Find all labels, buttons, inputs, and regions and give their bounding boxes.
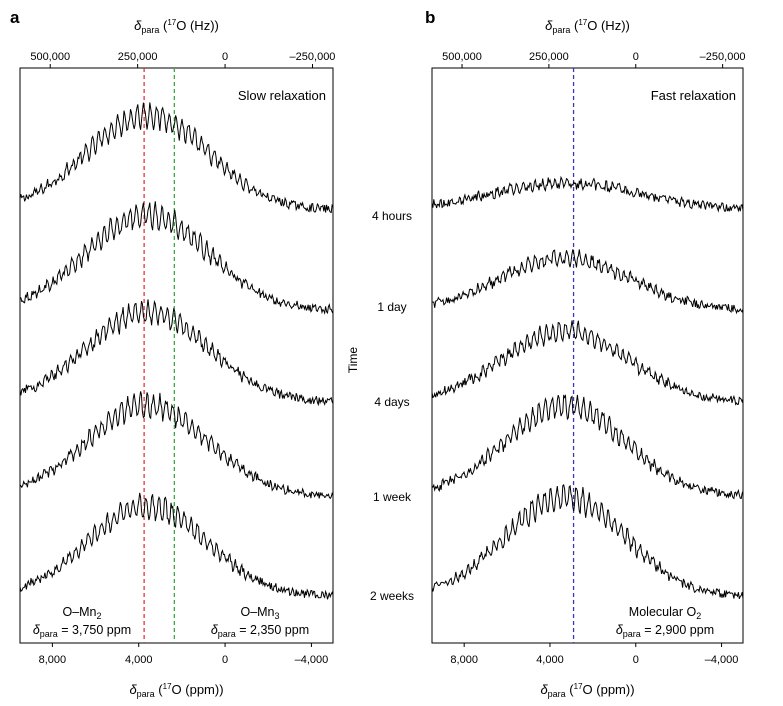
top-tick-label: –250,000 <box>700 51 746 63</box>
reference-value: δpara = 2,350 ppm <box>211 623 309 639</box>
bottom-tick-label: –4,000 <box>295 654 329 666</box>
spectrum-4-days <box>19 299 334 407</box>
top-tick-label: 500,000 <box>442 51 482 63</box>
time-label: 4 hours <box>372 209 412 223</box>
panel-b: b 8,000 4,000 0 –4,000 500,000 250,000 0 –250,00… <box>425 8 746 666</box>
bottom-axis-label: δpara (17O (ppm)) <box>129 682 223 699</box>
panel-title: Fast relaxation <box>651 88 736 103</box>
top-axis-label: δpara (17O (Hz)) <box>545 18 630 35</box>
time-label: 2 weeks <box>370 589 414 603</box>
time-axis-label: Time <box>346 347 360 374</box>
top-tick-label: –250,000 <box>290 51 336 63</box>
spectrum-1-week <box>19 391 334 500</box>
bottom-tick-label: 4,000 <box>536 654 564 666</box>
panel-letter: b <box>425 8 435 27</box>
top-tick-label: 0 <box>633 51 639 63</box>
time-label: 4 days <box>374 395 409 409</box>
bottom-tick-label: 8,000 <box>450 654 478 666</box>
time-label: 1 day <box>377 300 406 314</box>
bottom-tick-label: 0 <box>633 654 639 666</box>
top-axis-label: δpara (17O (Hz)) <box>134 18 219 35</box>
bottom-tick-label: 8,000 <box>39 654 67 666</box>
reference-label: O–Mn2 <box>62 605 101 621</box>
plot-frame <box>431 67 744 644</box>
reference-value: δpara = 3,750 ppm <box>33 623 131 639</box>
reference-value: δpara = 2,900 ppm <box>616 623 714 639</box>
bottom-tick-label: 4,000 <box>125 654 153 666</box>
bottom-axis-label: δpara (17O (ppm)) <box>540 682 634 699</box>
spectrum-1-week <box>431 394 744 500</box>
panel-letter: a <box>10 8 20 27</box>
spectrum-1-day <box>19 201 334 315</box>
top-tick-label: 0 <box>222 51 228 63</box>
time-label: 1 week <box>373 490 412 504</box>
plot-frame <box>19 67 334 644</box>
panel-title: Slow relaxation <box>238 88 326 103</box>
bottom-tick-label: 0 <box>222 654 228 666</box>
reference-label: O–Mn3 <box>240 605 279 621</box>
spectrum-4-hours <box>19 102 334 214</box>
bottom-tick-label: –4,000 <box>705 654 739 666</box>
top-tick-label: 250,000 <box>529 51 569 63</box>
spectrum-1-day <box>431 249 744 315</box>
reference-label: Molecular O2 <box>629 605 701 621</box>
spectrum-2-weeks <box>431 484 744 599</box>
spectrum-4-hours <box>431 175 744 213</box>
top-tick-label: 500,000 <box>30 51 70 63</box>
spectrum-2-weeks <box>19 492 334 600</box>
top-tick-label: 250,000 <box>118 51 158 63</box>
panel-a: a 8,000 4,000 0 –4,000 500,000 250,000 0 –250,00… <box>10 8 335 666</box>
spectrum-4-days <box>431 320 744 406</box>
